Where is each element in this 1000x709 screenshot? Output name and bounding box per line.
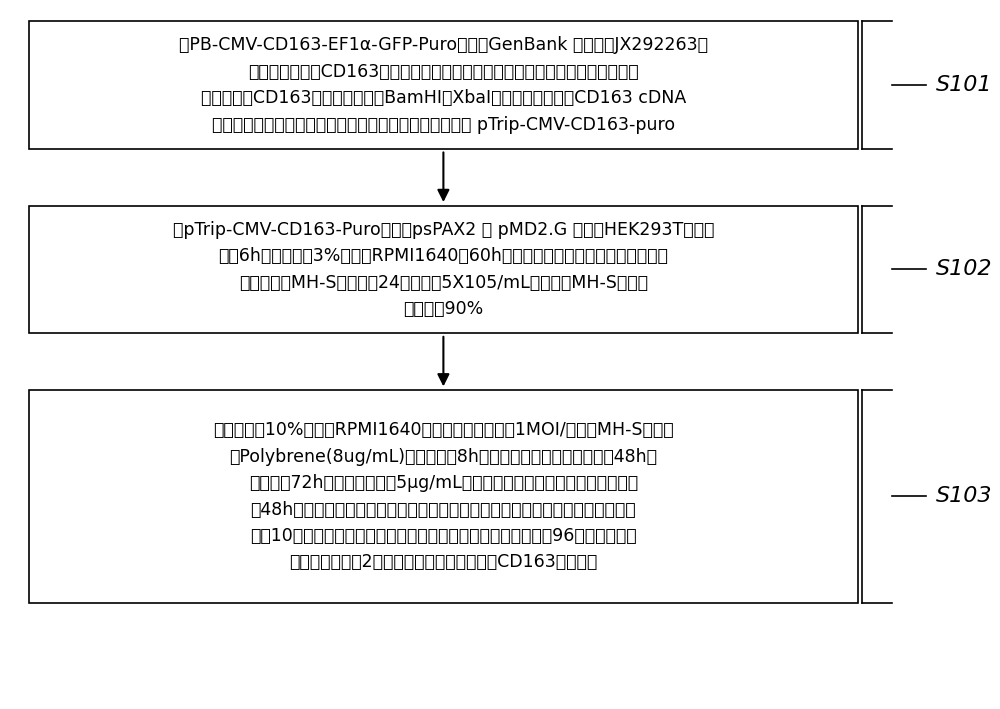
FancyBboxPatch shape [29,390,858,603]
Text: S101: S101 [936,75,992,95]
Text: 弃去原有的10%血清的RPMI1640，将重组慢病毒按照1MOI/孔孵育MH-S细胞，
加Polybrene(8ug/mL)。病毒感染8h后，更换新培养基，继续: 弃去原有的10%血清的RPMI1640，将重组慢病毒按照1MOI/孔孵育MH-S… [213,421,674,571]
FancyBboxPatch shape [29,21,858,149]
Text: S103: S103 [936,486,992,506]
Text: S102: S102 [936,259,992,279]
Text: 将pTrip-CMV-CD163-Puro载体，psPAX2 和 pMD2.G 共转染HEK293T细胞，
转染6h后，换成含3%血清的RPMI1640，60h: 将pTrip-CMV-CD163-Puro载体，psPAX2 和 pMD2.G … [173,220,714,318]
Text: 以PB-CMV-CD163-EF1α-GFP-Puro质粒（GenBank 登录号：JX292263）
作为模板，设计CD163特异性引物，根据慢病毒载体表达载: 以PB-CMV-CD163-EF1α-GFP-Puro质粒（GenBank 登录… [179,36,708,134]
FancyBboxPatch shape [29,206,858,333]
